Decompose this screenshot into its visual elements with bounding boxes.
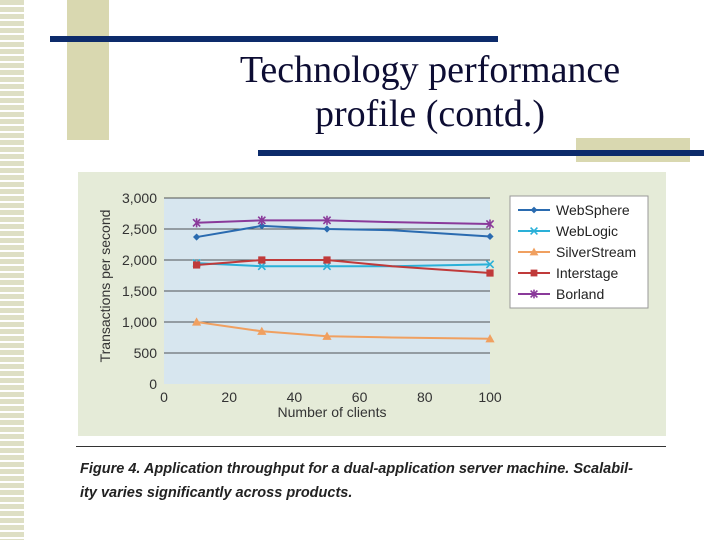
data-point-borland bbox=[257, 215, 266, 225]
legend-item-borland: Borland bbox=[518, 286, 604, 302]
x-tick-label: 40 bbox=[287, 389, 303, 405]
legend: WebSphere WebLogic SilverStream Interstage B… bbox=[509, 195, 649, 309]
y-tick-label: 0 bbox=[149, 376, 157, 392]
decorative-bar-bottom bbox=[258, 150, 704, 156]
data-point-weblogic bbox=[322, 262, 332, 271]
data-point-silverstream bbox=[192, 317, 202, 326]
title-line-1: Technology performance bbox=[239, 49, 621, 91]
y-tick-label: 2,000 bbox=[122, 252, 157, 268]
data-point-interstage bbox=[258, 256, 266, 264]
data-point-websphere bbox=[486, 232, 494, 241]
data-point-weblogic bbox=[257, 262, 266, 271]
series-group bbox=[192, 215, 495, 343]
x-tick-label: 100 bbox=[478, 389, 502, 405]
decorative-block-left bbox=[67, 0, 109, 140]
data-point-websphere bbox=[323, 225, 331, 233]
legend-item-weblogic: WebLogic bbox=[518, 223, 618, 239]
data-point-borland bbox=[485, 219, 495, 229]
data-point-borland bbox=[192, 218, 201, 228]
y-tick-label: 3,000 bbox=[122, 190, 157, 206]
legend-label: Borland bbox=[556, 286, 604, 302]
legend-marker bbox=[529, 247, 539, 256]
series-borland bbox=[192, 215, 495, 229]
x-tick-label: 0 bbox=[160, 389, 168, 405]
legend-item-websphere: WebSphere bbox=[518, 202, 630, 218]
y-axis-label: Transactions per second bbox=[97, 210, 113, 363]
x-axis-label: Number of clients bbox=[278, 404, 387, 420]
legend-marker bbox=[530, 289, 538, 299]
title-line-2: profile (contd.) bbox=[314, 93, 546, 135]
legend-item-interstage: Interstage bbox=[518, 265, 618, 281]
legend-item-silverstream: SilverStream bbox=[518, 244, 636, 260]
x-tick-labels: 0 20 40 60 80 100 bbox=[160, 389, 502, 405]
legend-label: SilverStream bbox=[556, 244, 636, 260]
data-point-silverstream bbox=[322, 331, 332, 340]
legend-label: WebSphere bbox=[556, 202, 630, 218]
series-websphere bbox=[193, 222, 494, 241]
data-point-silverstream bbox=[485, 334, 495, 343]
data-point-websphere bbox=[193, 233, 201, 241]
decorative-bar-top bbox=[50, 36, 498, 42]
legend-marker bbox=[530, 206, 538, 214]
caption-line-1: Figure 4. Application throughput for a d… bbox=[80, 461, 633, 477]
data-point-interstage bbox=[486, 269, 494, 277]
x-tick-label: 20 bbox=[221, 389, 237, 405]
x-tick-label: 60 bbox=[352, 389, 368, 405]
y-tick-label: 2,500 bbox=[122, 221, 157, 237]
decorative-stripe bbox=[0, 0, 24, 540]
legend-label: WebLogic bbox=[556, 223, 618, 239]
data-point-borland bbox=[322, 215, 332, 225]
legend-label: Interstage bbox=[556, 265, 618, 281]
data-point-silverstream bbox=[257, 326, 267, 335]
data-point-websphere bbox=[258, 222, 266, 230]
caption-rule bbox=[76, 446, 666, 447]
data-point-interstage bbox=[323, 256, 331, 264]
series-interstage bbox=[193, 256, 494, 277]
throughput-line-chart: 0 500 1,000 1,500 2,000 2,500 3,000 0 20 40 60 80 1… bbox=[97, 190, 649, 420]
y-tick-label: 1,500 bbox=[122, 283, 157, 299]
y-tick-labels: 0 500 1,000 1,500 2,000 2,500 3,000 bbox=[122, 190, 157, 392]
data-point-weblogic bbox=[485, 260, 495, 269]
series-silverstream bbox=[192, 317, 495, 343]
decorative-stripe-overlay bbox=[24, 0, 50, 540]
figure-caption: Figure 4. Application throughput for a d… bbox=[80, 457, 680, 505]
slide-title: Technology performance profile (contd.) bbox=[150, 48, 710, 136]
legend-marker bbox=[530, 227, 538, 235]
caption-line-2: ity varies significantly across products… bbox=[80, 485, 353, 501]
y-tick-label: 500 bbox=[134, 345, 158, 361]
x-tick-label: 80 bbox=[417, 389, 433, 405]
data-point-interstage bbox=[193, 261, 201, 269]
legend-marker bbox=[530, 269, 538, 277]
y-tick-label: 1,000 bbox=[122, 314, 157, 330]
